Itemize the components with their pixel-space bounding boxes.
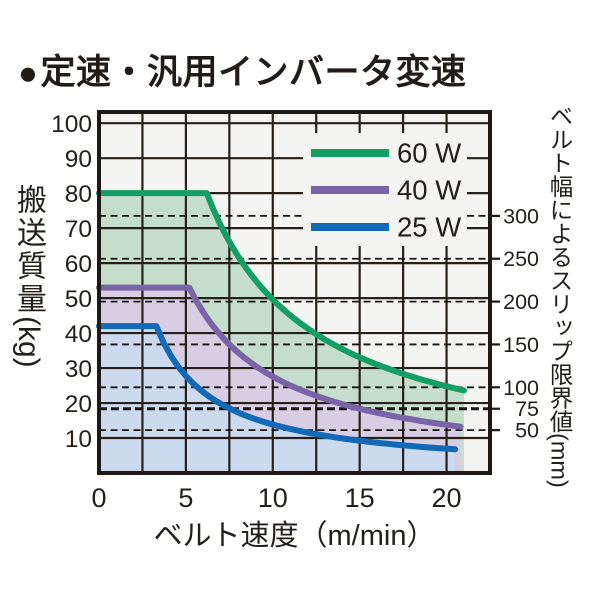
legend-label-25w: 25 W xyxy=(397,212,461,243)
right-tick-label: 100 xyxy=(503,376,539,400)
x-tick-label: 0 xyxy=(91,483,106,513)
right-tick-label: 50 xyxy=(515,419,539,443)
plot-border xyxy=(97,110,492,475)
x-axis-title: ベルト速度（m/min） xyxy=(153,520,436,552)
right-axis-title-text: ベルト幅によるスリップ限界値 xyxy=(546,104,573,433)
y-axis-unit: (kg) xyxy=(12,316,45,368)
right-tick-label: 200 xyxy=(503,290,539,314)
x-tick-label: 15 xyxy=(345,483,375,513)
right-tick-label: 75 xyxy=(515,397,539,421)
page-title: ●定速・汎用インバータ変速 xyxy=(18,44,466,95)
series-fill-25w xyxy=(99,326,456,473)
y-tick-label: 80 xyxy=(65,181,92,208)
series-curve-25w xyxy=(96,323,459,453)
x-tick-label: 5 xyxy=(178,483,193,513)
y-tick-label: 100 xyxy=(51,111,92,138)
y-tick-label: 90 xyxy=(65,146,92,173)
right-axis-unit: (mm) xyxy=(546,433,573,488)
x-tick-label: 20 xyxy=(432,483,462,513)
x-tick-label: 10 xyxy=(258,483,288,513)
title-text: 定速・汎用インバータ変速 xyxy=(40,53,467,92)
y-tick-label: 30 xyxy=(65,356,92,383)
right-tick-label: 300 xyxy=(503,204,539,228)
right-tick-label: 150 xyxy=(503,333,539,357)
title-bullet-icon: ● xyxy=(18,54,39,91)
right-tick-label: 250 xyxy=(503,247,539,271)
legend-label-40w: 40 W xyxy=(397,175,461,206)
y-tick-label: 10 xyxy=(65,426,92,453)
right-axis-title: ベルト幅によるスリップ限界値(mm) xyxy=(546,104,573,488)
series-curve-60w xyxy=(96,190,467,394)
y-tick-label: 60 xyxy=(65,251,92,278)
y-tick-label: 50 xyxy=(65,286,92,313)
y-axis-title: 搬送質量(kg) xyxy=(12,184,45,368)
y-tick-label: 20 xyxy=(65,391,92,418)
legend-label-60w: 60 W xyxy=(397,138,461,169)
y-axis-title-text: 搬送質量 xyxy=(12,184,45,316)
series-curve-40w xyxy=(96,284,464,430)
y-tick-label: 40 xyxy=(65,321,92,348)
y-tick-label: 70 xyxy=(65,216,92,243)
